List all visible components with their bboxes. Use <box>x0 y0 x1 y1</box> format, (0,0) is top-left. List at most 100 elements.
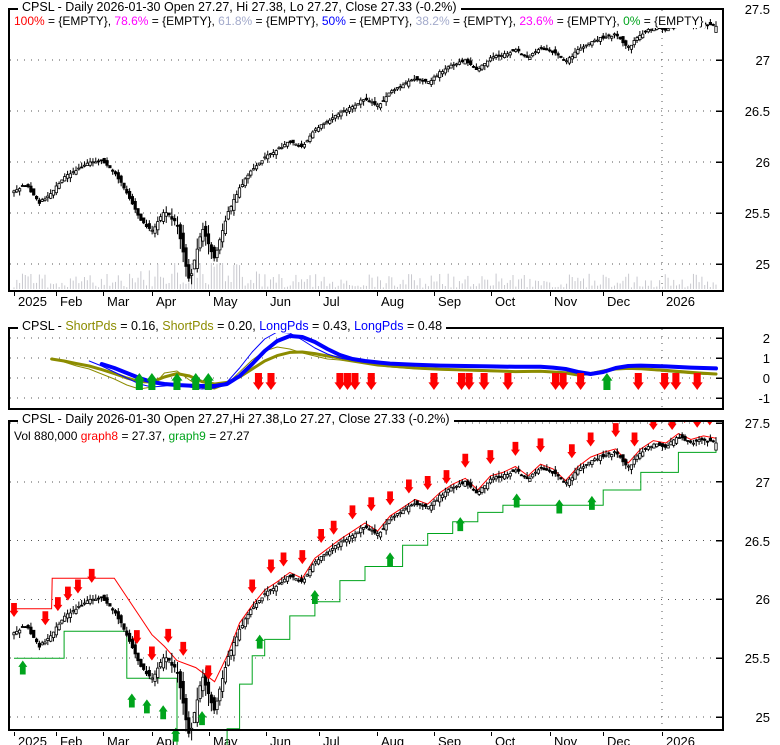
y-axis-ticks <box>716 337 722 399</box>
y-axis-label: 27.5 <box>744 416 770 431</box>
month-tick <box>662 732 663 736</box>
month-tick <box>103 292 104 296</box>
oscillator-panel-title: CPSL - ShortPds = 0.16, ShortPds = 0.20,… <box>18 319 447 333</box>
month-tick <box>377 732 378 736</box>
legend-segment: = {EMPTY}, <box>148 14 219 28</box>
green-stop-line <box>14 450 717 745</box>
legend-segment: 61.8% <box>218 14 253 28</box>
month-tick <box>319 292 320 296</box>
month-label: Jul <box>323 734 340 745</box>
candlesticks <box>12 17 718 285</box>
month-tick <box>491 732 492 736</box>
y-axis-label: 26 <box>755 592 770 607</box>
y-axis-label: -1 <box>758 391 770 406</box>
month-label: May <box>213 734 238 745</box>
gridlines <box>10 8 722 290</box>
month-label: 2026 <box>666 734 695 745</box>
legend-segment: = 0.43, <box>308 319 355 333</box>
month-label: Mar <box>107 294 130 309</box>
month-label: Apr <box>156 734 177 745</box>
month-tick <box>491 292 492 296</box>
legend-segment: graph8 <box>80 429 119 443</box>
legend-segment: = {EMPTY}, <box>449 14 520 28</box>
month-label: Jun <box>270 294 291 309</box>
fibonacci-legend: 100% = {EMPTY}, 78.6% = {EMPTY}, 61.8% =… <box>12 14 706 28</box>
month-label: 2025 <box>18 294 47 309</box>
price-fib-panel-title: CPSL - Daily 2026-01-30 Open 27.27, Hi 2… <box>18 1 461 14</box>
month-tick <box>14 732 15 736</box>
month-label: Feb <box>60 294 83 309</box>
month-tick <box>319 732 320 736</box>
y-axis-label: 27.5 <box>744 2 770 17</box>
month-label: Jun <box>270 734 291 745</box>
legend-segment: graph9 <box>168 429 206 443</box>
legend-segment: Vol 880,000 <box>14 429 81 443</box>
legend-segment: = 0.16, <box>116 319 163 333</box>
month-tick <box>56 732 57 736</box>
legend-segment: CPSL - <box>22 319 66 333</box>
month-tick <box>603 732 604 736</box>
legend-segment: = 0.20, <box>213 319 260 333</box>
month-label: Nov <box>554 734 578 745</box>
gridlines <box>10 422 722 729</box>
month-label: Mar <box>107 734 130 745</box>
candlesticks <box>12 432 718 741</box>
volume-ticks <box>13 263 717 289</box>
red-trail-line <box>14 433 717 683</box>
month-tick <box>209 732 210 736</box>
legend-segment: = {EMPTY} <box>640 14 704 28</box>
legend-segment: 38.2% <box>415 14 450 28</box>
month-tick <box>662 292 663 296</box>
legend-segment: = 27.27 <box>205 429 250 443</box>
month-label: Feb <box>60 734 83 745</box>
sell-arrows <box>252 373 703 390</box>
legend-segment: = 27.37, <box>118 429 169 443</box>
month-label: Sep <box>438 294 462 309</box>
month-tick <box>266 732 267 736</box>
legend-segment: 78.6% <box>114 14 149 28</box>
month-tick <box>434 732 435 736</box>
price-signal-chart-canvas <box>8 420 724 745</box>
month-tick <box>266 292 267 296</box>
legend-segment: 100% <box>14 14 45 28</box>
legend-segment: 0% <box>623 14 641 28</box>
month-tick <box>209 292 210 296</box>
y-axis-label: 26 <box>755 155 770 170</box>
month-label: Aug <box>381 294 405 309</box>
month-tick <box>550 292 551 296</box>
month-label: 2025 <box>18 734 47 745</box>
legend-segment: 23.6% <box>519 14 554 28</box>
y-axis-label: 27 <box>755 475 770 490</box>
month-tick <box>103 732 104 736</box>
month-tick <box>603 292 604 296</box>
price-fib-chart-canvas <box>8 8 724 292</box>
legend-segment: LongPds <box>354 319 404 333</box>
legend-segment: = {EMPTY}, <box>345 14 416 28</box>
legend-segment: = 0.48 <box>403 319 443 333</box>
y-axis-ticks <box>716 422 722 718</box>
y-axis-label: 0 <box>762 371 770 386</box>
y-axis-label: 2 <box>762 331 770 346</box>
y-axis-label: 25.5 <box>744 206 770 221</box>
y-axis-label: 25 <box>755 710 770 725</box>
y-axis-ticks <box>716 8 722 265</box>
month-label: Oct <box>495 294 516 309</box>
price-signal-panel-title: CPSL - Daily 2026-01-30 Open 27.27,Hi 27… <box>18 413 454 426</box>
month-label: 2026 <box>666 294 695 309</box>
month-label: Oct <box>495 734 516 745</box>
month-tick <box>152 292 153 296</box>
legend-segment: ShortPds <box>65 319 117 333</box>
y-axis-label: 26.5 <box>744 534 770 549</box>
month-label: Apr <box>156 294 177 309</box>
month-tick <box>56 292 57 296</box>
y-axis-label: 25 <box>755 257 770 272</box>
legend-segment: ShortPds <box>162 319 214 333</box>
month-label: Aug <box>381 734 405 745</box>
month-tick <box>152 732 153 736</box>
volume-graph-legend: Vol 880,000 graph8 = 27.37, graph9 = 27.… <box>12 430 252 443</box>
legend-segment: = {EMPTY}, <box>44 14 115 28</box>
month-label: May <box>213 294 238 309</box>
legend-segment: LongPds <box>259 319 309 333</box>
y-axis-label: 27 <box>755 53 770 68</box>
